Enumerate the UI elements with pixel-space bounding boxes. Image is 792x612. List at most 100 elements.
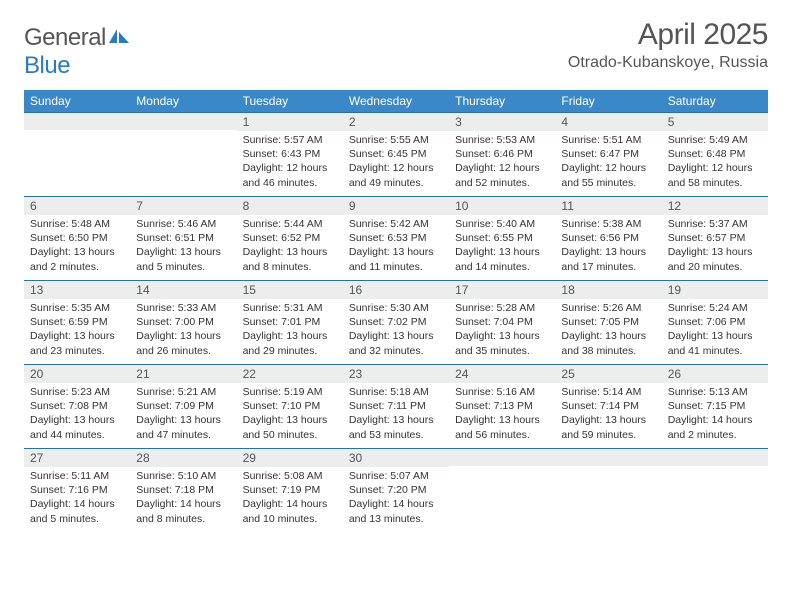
day-detail-line: Sunrise: 5:24 AM: [668, 301, 762, 315]
day-number: 13: [24, 280, 130, 299]
day-detail-line: Sunset: 7:18 PM: [136, 483, 230, 497]
day-detail-line: and 35 minutes.: [455, 344, 549, 358]
day-detail-line: Sunrise: 5:26 AM: [561, 301, 655, 315]
day-detail-line: Daylight: 13 hours: [561, 245, 655, 259]
day-number: 8: [237, 196, 343, 215]
calendar-day-cell: 17Sunrise: 5:28 AMSunset: 7:04 PMDayligh…: [449, 280, 555, 364]
calendar-day-cell: 21Sunrise: 5:21 AMSunset: 7:09 PMDayligh…: [130, 364, 236, 448]
calendar-day-cell: [555, 448, 661, 532]
day-detail-line: Daylight: 13 hours: [455, 413, 549, 427]
day-detail-line: and 5 minutes.: [30, 512, 124, 526]
day-detail-line: Sunset: 7:01 PM: [243, 315, 337, 329]
day-details: Sunrise: 5:37 AMSunset: 6:57 PMDaylight:…: [662, 215, 768, 278]
day-detail-line: and 44 minutes.: [30, 428, 124, 442]
logo: GeneralBlue: [24, 24, 130, 80]
day-detail-line: Sunrise: 5:42 AM: [349, 217, 443, 231]
day-detail-line: and 52 minutes.: [455, 176, 549, 190]
day-detail-line: Sunset: 6:52 PM: [243, 231, 337, 245]
day-detail-line: Sunrise: 5:14 AM: [561, 385, 655, 399]
day-detail-line: Daylight: 13 hours: [30, 245, 124, 259]
day-detail-line: and 14 minutes.: [455, 260, 549, 274]
day-detail-line: and 46 minutes.: [243, 176, 337, 190]
day-detail-line: Sunset: 7:04 PM: [455, 315, 549, 329]
day-detail-line: and 29 minutes.: [243, 344, 337, 358]
day-number: 22: [237, 364, 343, 383]
day-number-empty: [662, 448, 768, 466]
day-detail-line: Sunrise: 5:38 AM: [561, 217, 655, 231]
calendar-day-cell: 27Sunrise: 5:11 AMSunset: 7:16 PMDayligh…: [24, 448, 130, 532]
header: GeneralBlue April 2025 Otrado-Kubanskoye…: [24, 18, 768, 80]
day-detail-line: Sunrise: 5:53 AM: [455, 133, 549, 147]
day-details: Sunrise: 5:51 AMSunset: 6:47 PMDaylight:…: [555, 131, 661, 194]
day-detail-line: and 32 minutes.: [349, 344, 443, 358]
day-detail-line: Sunrise: 5:49 AM: [668, 133, 762, 147]
day-detail-line: Sunrise: 5:28 AM: [455, 301, 549, 315]
calendar-day-cell: 12Sunrise: 5:37 AMSunset: 6:57 PMDayligh…: [662, 196, 768, 280]
day-number: 30: [343, 448, 449, 467]
day-number: 6: [24, 196, 130, 215]
weekday-header: Wednesday: [343, 90, 449, 112]
day-detail-line: and 47 minutes.: [136, 428, 230, 442]
day-detail-line: and 56 minutes.: [455, 428, 549, 442]
day-detail-line: Sunrise: 5:11 AM: [30, 469, 124, 483]
calendar-day-cell: 6Sunrise: 5:48 AMSunset: 6:50 PMDaylight…: [24, 196, 130, 280]
day-detail-line: and 58 minutes.: [668, 176, 762, 190]
day-details: Sunrise: 5:23 AMSunset: 7:08 PMDaylight:…: [24, 383, 130, 446]
day-number: 4: [555, 112, 661, 131]
day-detail-line: Sunrise: 5:57 AM: [243, 133, 337, 147]
day-detail-line: Daylight: 13 hours: [136, 329, 230, 343]
day-details: Sunrise: 5:55 AMSunset: 6:45 PMDaylight:…: [343, 131, 449, 194]
logo-text: GeneralBlue: [24, 24, 130, 80]
calendar-day-cell: 29Sunrise: 5:08 AMSunset: 7:19 PMDayligh…: [237, 448, 343, 532]
day-detail-line: Daylight: 12 hours: [243, 161, 337, 175]
day-detail-line: Sunrise: 5:21 AM: [136, 385, 230, 399]
day-detail-line: Daylight: 13 hours: [349, 329, 443, 343]
calendar-day-cell: 1Sunrise: 5:57 AMSunset: 6:43 PMDaylight…: [237, 112, 343, 196]
day-number: 24: [449, 364, 555, 383]
day-detail-line: and 50 minutes.: [243, 428, 337, 442]
calendar-day-cell: 5Sunrise: 5:49 AMSunset: 6:48 PMDaylight…: [662, 112, 768, 196]
calendar-day-cell: 30Sunrise: 5:07 AMSunset: 7:20 PMDayligh…: [343, 448, 449, 532]
day-number: 10: [449, 196, 555, 215]
day-detail-line: Sunrise: 5:31 AM: [243, 301, 337, 315]
day-detail-line: Sunrise: 5:10 AM: [136, 469, 230, 483]
logo-sails-icon: [108, 24, 130, 52]
day-detail-line: Sunset: 6:43 PM: [243, 147, 337, 161]
day-number: 5: [662, 112, 768, 131]
day-details: Sunrise: 5:16 AMSunset: 7:13 PMDaylight:…: [449, 383, 555, 446]
day-details: Sunrise: 5:30 AMSunset: 7:02 PMDaylight:…: [343, 299, 449, 362]
day-number: 29: [237, 448, 343, 467]
calendar-day-cell: 16Sunrise: 5:30 AMSunset: 7:02 PMDayligh…: [343, 280, 449, 364]
day-number: 19: [662, 280, 768, 299]
day-detail-line: Daylight: 13 hours: [30, 413, 124, 427]
weekday-header: Sunday: [24, 90, 130, 112]
day-detail-line: Sunset: 6:47 PM: [561, 147, 655, 161]
day-detail-line: and 11 minutes.: [349, 260, 443, 274]
calendar-day-cell: 14Sunrise: 5:33 AMSunset: 7:00 PMDayligh…: [130, 280, 236, 364]
day-number-empty: [130, 112, 236, 130]
day-number-empty: [555, 448, 661, 466]
day-detail-line: Daylight: 13 hours: [30, 329, 124, 343]
day-number: 7: [130, 196, 236, 215]
day-detail-line: Sunset: 6:51 PM: [136, 231, 230, 245]
calendar-day-cell: 25Sunrise: 5:14 AMSunset: 7:14 PMDayligh…: [555, 364, 661, 448]
day-detail-line: Sunrise: 5:51 AM: [561, 133, 655, 147]
day-details: Sunrise: 5:42 AMSunset: 6:53 PMDaylight:…: [343, 215, 449, 278]
day-number: 25: [555, 364, 661, 383]
day-detail-line: Sunrise: 5:18 AM: [349, 385, 443, 399]
day-detail-line: Sunrise: 5:33 AM: [136, 301, 230, 315]
day-detail-line: Sunset: 6:53 PM: [349, 231, 443, 245]
logo-text-1: General: [24, 24, 106, 51]
calendar-day-cell: 7Sunrise: 5:46 AMSunset: 6:51 PMDaylight…: [130, 196, 236, 280]
day-detail-line: and 59 minutes.: [561, 428, 655, 442]
calendar-day-cell: 8Sunrise: 5:44 AMSunset: 6:52 PMDaylight…: [237, 196, 343, 280]
day-detail-line: Daylight: 14 hours: [349, 497, 443, 511]
day-detail-line: Sunset: 7:02 PM: [349, 315, 443, 329]
day-detail-line: Sunset: 7:06 PM: [668, 315, 762, 329]
page-title: April 2025: [568, 18, 768, 52]
day-details: Sunrise: 5:26 AMSunset: 7:05 PMDaylight:…: [555, 299, 661, 362]
day-detail-line: Daylight: 13 hours: [243, 329, 337, 343]
calendar-week-row: 27Sunrise: 5:11 AMSunset: 7:16 PMDayligh…: [24, 448, 768, 532]
day-detail-line: Sunrise: 5:23 AM: [30, 385, 124, 399]
day-detail-line: Sunset: 7:08 PM: [30, 399, 124, 413]
